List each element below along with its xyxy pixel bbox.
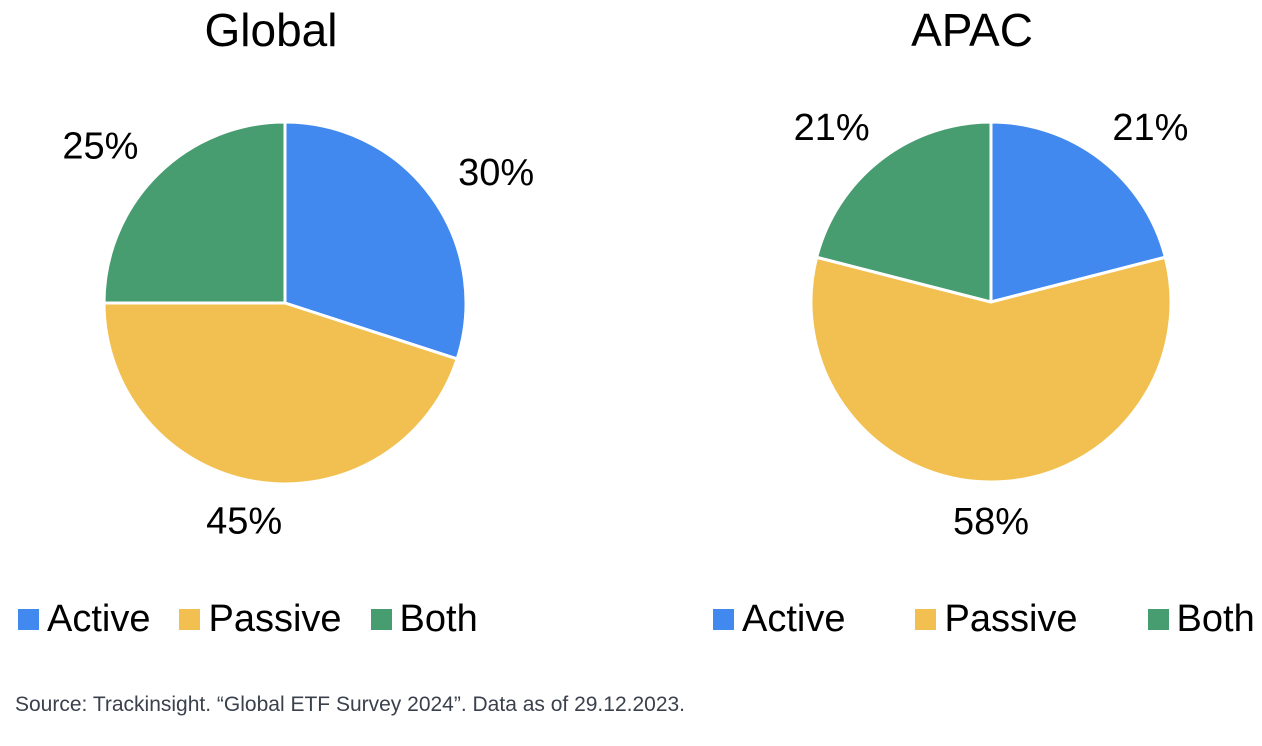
- legend-item-passive: Passive: [179, 598, 342, 640]
- pie-slice-passive: [809, 255, 1173, 484]
- legend-apac: Active Passive Both: [713, 600, 1255, 638]
- legend-item-both: Both: [370, 598, 478, 640]
- legend-swatch-icon: [370, 608, 392, 630]
- legend-item-active: Active: [713, 600, 845, 638]
- legend-label: Passive: [208, 598, 342, 640]
- legend-item-passive: Passive: [915, 598, 1078, 640]
- chart-title-global: Global: [204, 4, 338, 56]
- pie-slice-active: [283, 120, 468, 361]
- chart-title-apac: APAC: [911, 4, 1033, 56]
- legend-swatch-icon: [18, 608, 39, 630]
- pie-slice-passive: [102, 301, 459, 486]
- percent-label: 30%: [458, 152, 534, 194]
- legend-swatch-icon: [1147, 608, 1169, 630]
- legend-item-active: Active: [18, 600, 150, 638]
- pie-slice-both: [815, 120, 993, 304]
- percent-label: 45%: [206, 500, 282, 542]
- percent-label: 25%: [62, 126, 138, 168]
- pie-slice-both: [102, 120, 287, 305]
- legend-label: Active: [742, 598, 846, 640]
- legend-swatch-icon: [915, 608, 937, 630]
- legend-label: Active: [47, 598, 151, 640]
- percent-label: 21%: [1112, 107, 1188, 149]
- legend-label: Passive: [944, 598, 1078, 640]
- percent-label: 58%: [953, 501, 1029, 543]
- source-note: Source: Trackinsight. “Global ETF Survey…: [15, 693, 686, 716]
- pie-slice-active: [989, 120, 1167, 304]
- legend-label: Both: [399, 598, 478, 640]
- legend-item-both: Both: [1147, 598, 1255, 640]
- legend-global: Active Passive Both: [18, 600, 478, 638]
- legend-swatch-icon: [179, 608, 201, 630]
- legend-label: Both: [1176, 598, 1255, 640]
- legend-swatch-icon: [713, 608, 734, 630]
- percent-label: 21%: [794, 107, 870, 149]
